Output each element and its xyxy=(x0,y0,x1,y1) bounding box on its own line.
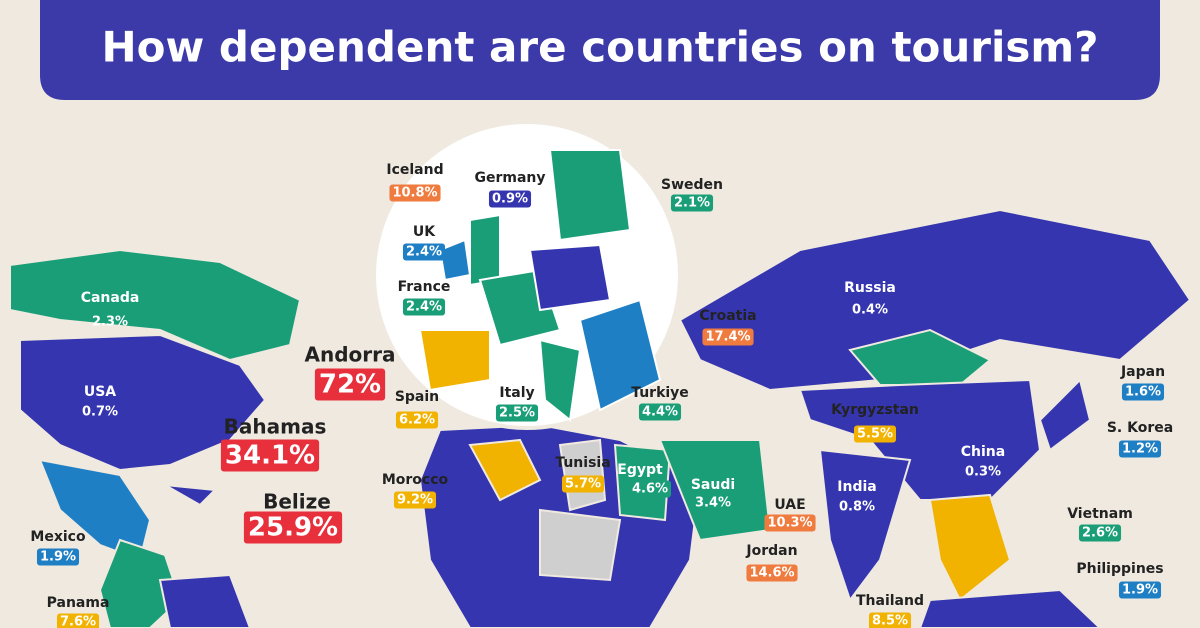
country-value: 3.4% xyxy=(695,496,731,511)
country-name: Sweden xyxy=(661,177,723,193)
value-badge xyxy=(220,439,320,472)
country-value: 6.2% xyxy=(399,413,435,428)
value-badge xyxy=(393,491,437,509)
country-name: Japan xyxy=(1120,364,1165,380)
country-name: Canada xyxy=(81,290,140,306)
value-badge xyxy=(389,184,441,202)
country-value: 0.8% xyxy=(839,500,875,515)
value-badge xyxy=(1118,581,1162,599)
country-name: Germany xyxy=(474,170,545,186)
country-name: Morocco xyxy=(382,472,449,488)
country-value: 1.6% xyxy=(1125,385,1161,400)
country-value: 2.4% xyxy=(406,245,442,260)
country-name: UK xyxy=(413,224,436,240)
country-value: 5.7% xyxy=(565,477,601,492)
country-value: 72% xyxy=(319,370,381,400)
country-name: China xyxy=(961,444,1005,460)
country-name: Mexico xyxy=(30,529,86,545)
country-value: 0.3% xyxy=(965,465,1001,480)
value-badge xyxy=(243,511,343,544)
value-badge xyxy=(402,243,446,261)
title-banner xyxy=(40,0,1160,100)
country-value: 2.5% xyxy=(499,406,535,421)
country-name: Jordan xyxy=(745,543,797,559)
country-name: UAE xyxy=(774,497,805,513)
country-name: Philippines xyxy=(1076,561,1163,577)
country-name: Russia xyxy=(844,280,896,296)
country-name: Turkiye xyxy=(631,385,689,401)
europe-map xyxy=(418,149,662,422)
country-value: 0.4% xyxy=(852,303,888,318)
country-name: France xyxy=(398,279,451,295)
country-value: 25.9% xyxy=(248,513,338,543)
value-badge xyxy=(638,403,682,421)
country-name: Vietnam xyxy=(1067,506,1133,522)
value-badge xyxy=(1118,440,1162,458)
country-value: 2.6% xyxy=(1082,526,1118,541)
value-badge xyxy=(56,613,100,628)
country-value: 34.1% xyxy=(225,441,315,471)
value-badge xyxy=(853,425,897,443)
country-name: Spain xyxy=(395,389,439,405)
value-badge xyxy=(628,480,672,498)
country-name: India xyxy=(837,479,876,495)
value-badge xyxy=(561,475,605,493)
country-value: 2.3% xyxy=(92,315,128,330)
value-badge xyxy=(1078,524,1122,542)
country-value: 2.1% xyxy=(674,196,710,211)
world-map xyxy=(9,208,1192,628)
value-badge xyxy=(36,548,80,566)
country-value: 5.5% xyxy=(857,427,893,442)
title: How dependent are countries on tourism? xyxy=(101,23,1098,72)
value-badge xyxy=(702,328,754,346)
country-value: 2.4% xyxy=(406,300,442,315)
country-name: Saudi xyxy=(691,477,735,493)
country-value: 8.5% xyxy=(872,614,908,628)
country-value: 0.9% xyxy=(492,192,528,207)
country-value: 4.4% xyxy=(642,405,678,420)
country-name: Italy xyxy=(499,385,534,401)
country-value: 10.3% xyxy=(767,516,812,531)
country-value: 1.9% xyxy=(40,550,76,565)
country-name: Tunisia xyxy=(555,455,610,471)
country-value: 14.6% xyxy=(749,566,794,581)
country-name: Andorra xyxy=(305,343,396,367)
country-name: USA xyxy=(84,384,116,400)
value-badge xyxy=(746,564,798,582)
country-value: 7.6% xyxy=(60,615,96,628)
country-name: Iceland xyxy=(386,162,443,178)
country-name: Panama xyxy=(47,595,110,611)
country-name: Kyrgyzstan xyxy=(831,402,919,418)
value-badge xyxy=(488,190,532,208)
value-badge xyxy=(670,194,714,212)
country-name: Croatia xyxy=(699,308,756,324)
value-badge xyxy=(764,514,816,532)
country-name: Thailand xyxy=(856,593,924,609)
country-name: Belize xyxy=(263,490,331,514)
value-badge xyxy=(495,404,539,422)
country-value: 4.6% xyxy=(632,482,668,497)
country-value: 0.7% xyxy=(82,405,118,420)
country-value: 17.4% xyxy=(705,330,750,345)
value-badge xyxy=(395,411,439,429)
country-value: 1.2% xyxy=(1122,442,1158,457)
country-value: 10.8% xyxy=(392,186,437,201)
country-name: Bahamas xyxy=(224,415,327,439)
country-value: 9.2% xyxy=(397,493,433,508)
country-value: 1.9% xyxy=(1122,583,1158,598)
value-badge xyxy=(314,368,386,401)
value-badge xyxy=(1121,383,1165,401)
value-badge xyxy=(402,298,446,316)
country-name: S. Korea xyxy=(1107,420,1173,436)
value-badge xyxy=(868,612,912,628)
country-name: Egypt xyxy=(617,462,663,478)
